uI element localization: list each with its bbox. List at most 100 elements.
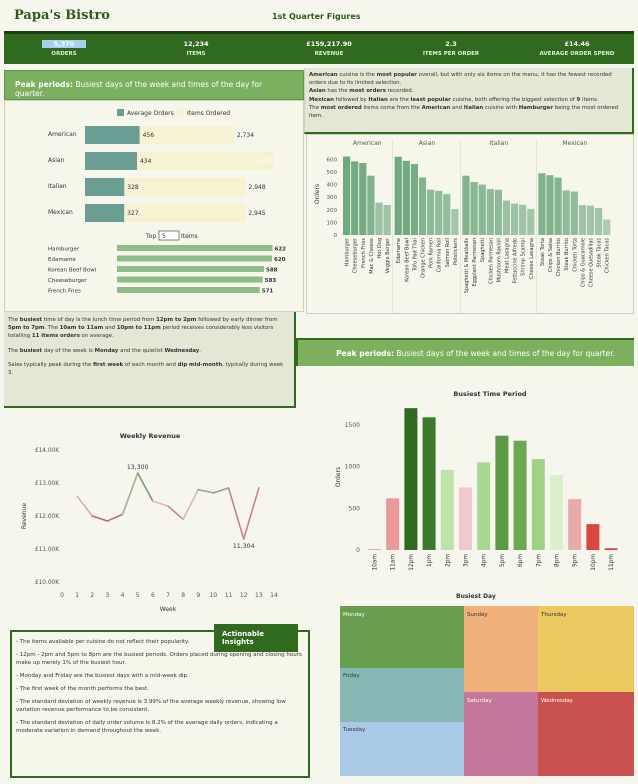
day-cell-thursday[interactable]: Thursday (538, 606, 634, 692)
item-bar (546, 175, 554, 235)
time-label: 11pm (609, 554, 615, 571)
cuisine-panel: Average Orders Items Ordered American 456 2,… (4, 100, 304, 312)
peak-header-top: Peak periods: Busiest days of the week a… (4, 70, 304, 100)
bar-average-orders (85, 204, 125, 222)
time-notes: The busiest time of day is the lunch tim… (4, 312, 296, 408)
item-label: Chips & Guacamole (580, 238, 586, 287)
item-label: Potstickers (453, 238, 459, 265)
value-average-orders: 456 (143, 132, 155, 139)
item-bar (394, 156, 402, 235)
time-bar (368, 549, 381, 550)
item-label: Shrimp Scampi (521, 238, 527, 276)
top-items-label: Items (181, 233, 198, 240)
kpi-revenue[interactable]: £159,217.90 REVENUE (294, 40, 364, 57)
y-tick-label: 300 (327, 195, 338, 201)
kpi-bar: 5,370 ORDERS 12,234 ITEMS £159,217.90 RE… (4, 31, 634, 64)
time-label: 6pm (518, 554, 524, 567)
item-bar (359, 162, 367, 235)
item-label: Chips & Salsa (548, 238, 554, 272)
kpi-avg-spend[interactable]: £14.46 AVERAGE ORDER SPEND (532, 40, 622, 57)
item-bar (538, 173, 546, 235)
item-bar (502, 200, 511, 235)
insight-item: - The first week of the month performs t… (16, 686, 149, 692)
item-bar (351, 161, 359, 235)
item-bar (443, 194, 451, 235)
peak-header-bold: Peak periods: (15, 80, 73, 89)
item-bar (427, 189, 435, 235)
item-label: Cheeseburger (353, 237, 359, 273)
bar-items-ordered (85, 204, 246, 222)
y-tick-label: 500 (327, 170, 338, 176)
y-tick-label: £13.00K (35, 481, 59, 487)
day-cell-tuesday[interactable]: Tuesday (340, 722, 464, 776)
top-item-value: 622 (275, 247, 287, 253)
time-bar (495, 435, 509, 550)
x-axis-label: Week (160, 606, 177, 613)
item-bar (410, 164, 418, 235)
day-cell-wednesday[interactable]: Wednesday (538, 692, 634, 776)
chart-title: Busiest Time Period (453, 390, 527, 398)
kpi-spend-value: £14.46 (564, 40, 590, 48)
item-label: Hamburger (345, 237, 351, 266)
item-label: Steak Tacos (597, 238, 603, 268)
item-label: French Fries (361, 238, 367, 268)
page-title: Papa's Bistro (14, 8, 110, 23)
insight-item: - 12pm - 2pm and 5pm to 8pm are the busi… (16, 652, 302, 666)
y-tick-label: 500 (349, 505, 361, 512)
time-bar (513, 440, 527, 550)
item-label: Veggie Burger (385, 237, 391, 273)
item-bar (462, 175, 470, 235)
x-tick-label: 1 (75, 592, 79, 599)
kpi-orders[interactable]: 5,370 ORDERS (42, 40, 86, 57)
revenue-line-segment (121, 472, 139, 516)
day-cell-friday[interactable]: Friday (340, 668, 464, 722)
item-label: Pork Ramen (429, 238, 435, 268)
item-bar (494, 189, 502, 235)
insight-item: - The items available per cuisine do not… (16, 639, 190, 645)
kpi-revenue-value: £159,217.90 (306, 40, 352, 48)
insights-title: Actionable Insights (214, 624, 298, 652)
item-bar (478, 184, 486, 235)
time-label: 1pm (427, 554, 433, 567)
legend-label-items: Items Ordered (187, 110, 230, 117)
item-label: Mac & Cheese (369, 238, 375, 274)
day-cell-saturday[interactable]: Saturday (464, 692, 538, 776)
time-bar (568, 499, 582, 550)
kpi-spend-label: AVERAGE ORDER SPEND (539, 51, 615, 57)
legend-swatch-orders (117, 109, 124, 116)
time-bar (604, 548, 618, 550)
item-label: Chicken Parmesan (488, 238, 494, 284)
x-tick-label: 2 (90, 592, 94, 599)
y-axis-label: Revenue (21, 503, 28, 529)
time-bar (477, 462, 491, 550)
time-bar (386, 498, 400, 550)
day-cell-monday[interactable]: Monday (340, 606, 464, 668)
item-label: Steak Burrito (564, 238, 570, 271)
time-label: 7pm (536, 554, 542, 567)
time-label: 10pm (591, 554, 597, 571)
kpi-orders-label: ORDERS (51, 51, 77, 57)
top-item-value: 620 (274, 257, 286, 263)
y-tick-label: £11.00K (35, 547, 59, 553)
x-tick-label: 0 (60, 592, 64, 599)
day-cell-sunday[interactable]: Sunday (464, 606, 538, 692)
item-bar (519, 204, 527, 235)
value-average-orders: 434 (140, 158, 152, 165)
item-label: Spaghetti & Meatballs (464, 238, 470, 294)
kpi-items[interactable]: 12,234 ITEMS (168, 40, 224, 57)
revenue-line-segment (212, 487, 230, 494)
item-label: Cheese Lasagna (529, 238, 535, 279)
kpi-items-per-order[interactable]: 2.3 ITEMS PER ORDER (414, 40, 488, 57)
insights-panel: - The items available per cuisine do not… (10, 630, 310, 778)
peak-header-text: Busiest days of the week and times of th… (15, 80, 263, 98)
time-label: 2pm (445, 554, 451, 567)
y-tick-label: 1000 (345, 464, 360, 471)
kpi-items-label: ITEMS (186, 51, 206, 57)
cuisine-group-label: Italian (490, 140, 509, 147)
value-items-ordered: 3,470 (252, 158, 269, 165)
value-items-ordered: 2,945 (248, 210, 265, 217)
top-item-label: Hamburger (48, 247, 80, 253)
bar-items-ordered (85, 178, 246, 196)
x-tick-label: 7 (166, 592, 170, 599)
